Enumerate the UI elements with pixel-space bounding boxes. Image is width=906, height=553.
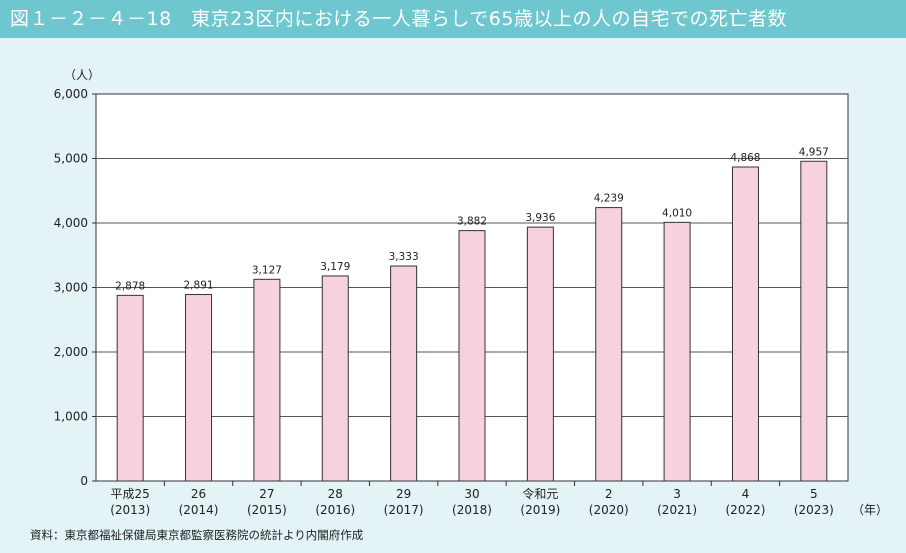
bar-value-label: 4,239 — [594, 193, 624, 205]
x-tick-year-label: (2017) — [384, 503, 424, 517]
x-tick-label: 3 — [673, 487, 681, 501]
bar — [185, 294, 213, 482]
bars — [116, 160, 828, 482]
x-tick-label: 4 — [742, 487, 750, 501]
x-tick-year-label: (2019) — [520, 503, 560, 517]
x-tick-label: 30 — [464, 487, 479, 501]
x-tick-label: 5 — [810, 487, 818, 501]
bar — [595, 207, 623, 482]
title-bar: 図１－２－４－18 東京23区内における一人暮らしで65歳以上の人の自宅での死亡… — [0, 0, 906, 38]
y-axis-unit-label: （人） — [64, 68, 100, 82]
bar-value-label: 3,333 — [389, 251, 419, 263]
x-axis-unit-label: （年） — [852, 503, 888, 517]
x-tick-year-label: (2016) — [315, 503, 355, 517]
y-tick-label: 5,000 — [54, 152, 88, 166]
y-tick-label: 4,000 — [54, 216, 88, 230]
figure-title: 図１－２－４－18 東京23区内における一人暮らしで65歳以上の人の自宅での死亡… — [10, 8, 787, 30]
grid-lines — [96, 158, 848, 417]
y-tick-label: 2,000 — [54, 345, 88, 359]
bar-value-label: 4,010 — [662, 207, 692, 219]
bar — [526, 226, 554, 482]
bar — [116, 294, 144, 482]
x-tick-year-label: (2013) — [110, 503, 150, 517]
x-axis-ticks: 平成25 (2013) 26 (2014) 27 (2015) 28 (2016) 29 (201… — [110, 481, 834, 517]
x-tick-label: 2 — [605, 487, 613, 501]
source-note: 資料：東京都福祉保健局東京都監察医務院の統計より内閣府作成 — [30, 528, 364, 542]
bar — [800, 160, 828, 482]
x-tick-label: 29 — [396, 487, 411, 501]
y-tick-label: 1,000 — [54, 410, 88, 424]
x-tick-year-label: (2021) — [657, 503, 697, 517]
bar — [390, 265, 418, 482]
bar — [731, 166, 759, 482]
x-tick-year-label: (2018) — [452, 503, 492, 517]
x-tick-year-label: (2023) — [794, 503, 834, 517]
bar-value-label: 2,878 — [115, 280, 145, 292]
bar-value-label: 3,127 — [252, 264, 282, 276]
x-tick-year-label: (2020) — [589, 503, 629, 517]
bar-value-label: 3,179 — [320, 261, 350, 273]
x-tick-label: 27 — [259, 487, 274, 501]
x-tick-year-label: (2014) — [179, 503, 219, 517]
x-tick-label: 平成25 — [111, 487, 150, 501]
x-tick-label: 26 — [191, 487, 206, 501]
bar — [321, 275, 349, 482]
bar-value-label: 3,936 — [525, 212, 555, 224]
y-tick-label: 6,000 — [54, 87, 88, 101]
bar-value-label: 2,891 — [184, 280, 214, 292]
bar — [458, 230, 486, 482]
bar — [253, 278, 281, 482]
bar-value-label: 3,882 — [457, 216, 487, 228]
y-axis-ticks: 0 1,000 2,000 3,000 4,000 5,000 6,000 — [54, 87, 96, 488]
x-tick-year-label: (2022) — [726, 503, 766, 517]
bar-value-label: 4,868 — [730, 152, 760, 164]
x-tick-label: 令和元 — [522, 486, 558, 501]
y-tick-label: 3,000 — [54, 281, 88, 295]
x-tick-year-label: (2015) — [247, 503, 287, 517]
x-tick-label: 28 — [328, 487, 343, 501]
data-labels: 2,878 2,891 3,127 3,179 3,333 3,882 3,936 4,239… — [115, 146, 829, 292]
y-tick-label: 0 — [80, 474, 88, 488]
bar — [663, 221, 691, 482]
bar-value-label: 4,957 — [799, 146, 829, 158]
